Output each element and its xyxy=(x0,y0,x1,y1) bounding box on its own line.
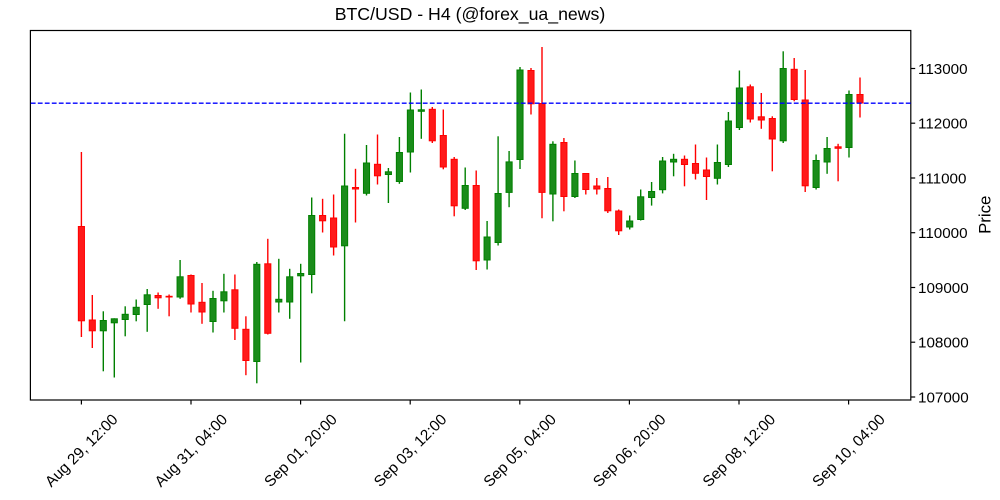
svg-text:108000: 108000 xyxy=(918,335,969,352)
svg-text:BTC/USD - H4 (@forex_ua_news): BTC/USD - H4 (@forex_ua_news) xyxy=(335,4,606,25)
svg-text:107000: 107000 xyxy=(918,389,969,406)
svg-text:109000: 109000 xyxy=(918,280,969,297)
svg-text:113000: 113000 xyxy=(918,61,968,78)
svg-text:110000: 110000 xyxy=(918,225,968,242)
svg-text:111000: 111000 xyxy=(918,170,966,187)
svg-text:112000: 112000 xyxy=(918,116,968,133)
svg-text:Price: Price xyxy=(976,196,995,234)
